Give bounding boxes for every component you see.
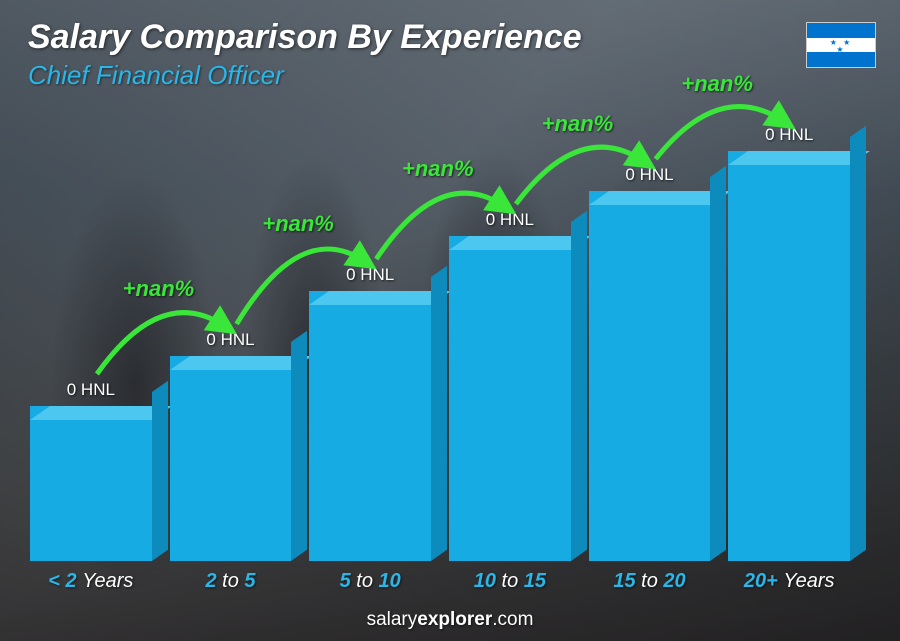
attribution-text: salaryexplorer.com xyxy=(367,609,534,630)
page-title: Salary Comparison By Experience xyxy=(28,18,582,57)
bar-value-label: 0 HNL xyxy=(67,380,115,400)
increase-label: +nan% xyxy=(681,71,753,97)
increase-label: +nan% xyxy=(262,211,334,237)
country-flag-icon: ★ ★★★ ★ xyxy=(806,22,876,68)
bar-column: 0 HNL xyxy=(170,330,292,561)
x-axis-label: 10 to 15 xyxy=(449,570,571,593)
x-axis-label: 20+ Years xyxy=(728,570,850,593)
x-axis-label: 2 to 5 xyxy=(170,570,292,593)
bar xyxy=(449,236,571,561)
bar xyxy=(170,356,292,561)
bar-column: 0 HNL xyxy=(449,210,571,561)
bar-front-face xyxy=(728,151,850,561)
x-axis-label: 15 to 20 xyxy=(589,570,711,593)
x-axis-label: 5 to 10 xyxy=(309,570,431,593)
bar-top-face xyxy=(309,291,451,305)
bar-side-face xyxy=(152,381,168,561)
bar-column: 0 HNL xyxy=(30,380,152,561)
flag-stars-icon: ★ ★★★ ★ xyxy=(807,39,875,60)
bar-front-face xyxy=(589,191,711,561)
page-subtitle: Chief Financial Officer xyxy=(28,60,284,91)
increase-label: +nan% xyxy=(123,276,195,302)
bar-value-label: 0 HNL xyxy=(346,265,394,285)
bar-side-face xyxy=(291,331,307,561)
x-axis-label: < 2 Years xyxy=(30,570,152,593)
infographic-container: Salary Comparison By Experience Chief Fi… xyxy=(0,0,900,641)
bar-top-face xyxy=(30,406,172,420)
bar-chart: 0 HNL 0 HNL 0 HNL 0 HNL 0 HNL 0 HNL +nan% +nan… xyxy=(30,120,850,561)
bar xyxy=(728,151,850,561)
bar xyxy=(589,191,711,561)
bar-column: 0 HNL xyxy=(589,165,711,561)
increase-label: +nan% xyxy=(402,156,474,182)
bar-column: 0 HNL xyxy=(728,125,850,561)
bar-top-face xyxy=(449,236,591,250)
bar-value-label: 0 HNL xyxy=(486,210,534,230)
bar-side-face xyxy=(571,211,587,561)
bar xyxy=(30,406,152,561)
bar-value-label: 0 HNL xyxy=(765,125,813,145)
bar-side-face xyxy=(710,166,726,561)
bar-value-label: 0 HNL xyxy=(625,165,673,185)
increase-label: +nan% xyxy=(542,111,614,137)
bar-front-face xyxy=(449,236,571,561)
bar-front-face xyxy=(309,291,431,561)
bar-value-label: 0 HNL xyxy=(206,330,254,350)
bar xyxy=(309,291,431,561)
x-axis: < 2 Years 2 to 5 5 to 10 10 to 15 15 to 20 20… xyxy=(30,570,850,593)
bar-side-face xyxy=(850,126,866,561)
bar-front-face xyxy=(30,406,152,561)
bar-front-face xyxy=(170,356,292,561)
attribution: salaryexplorer.com xyxy=(0,609,900,631)
bar-column: 0 HNL xyxy=(309,265,431,561)
bar-group: 0 HNL 0 HNL 0 HNL 0 HNL 0 HNL 0 HNL xyxy=(30,120,850,561)
bar-side-face xyxy=(431,266,447,561)
bar-top-face xyxy=(728,151,870,165)
